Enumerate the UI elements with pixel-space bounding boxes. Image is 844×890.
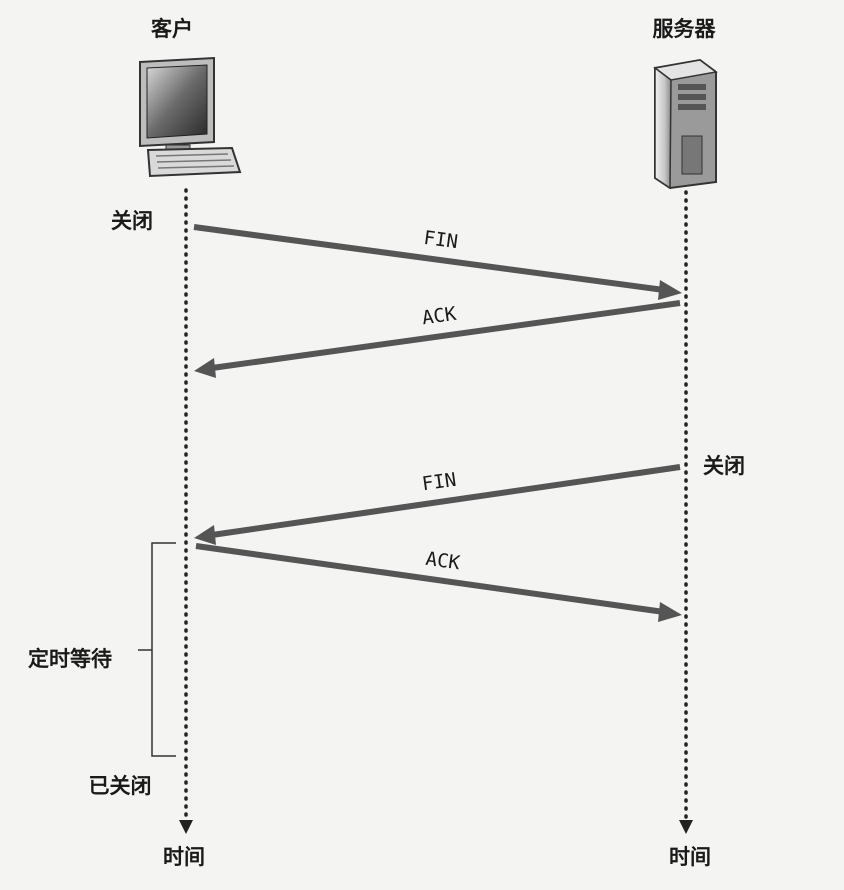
desktop-computer-icon <box>139 56 242 178</box>
client-title: 客户 <box>151 17 193 41</box>
message-fin-1-label: FIN <box>422 227 459 253</box>
timed-wait-bracket <box>138 542 176 757</box>
server-time-arrowhead <box>679 820 693 834</box>
message-ack-2-label: ACK <box>424 548 462 575</box>
client-closed-label: 已关闭 <box>89 774 152 798</box>
server-title: 服务器 <box>653 17 717 41</box>
message-fin-2: FIN <box>194 464 681 545</box>
tower-server-icon <box>653 58 718 190</box>
message-fin-2-label: FIN <box>421 469 458 496</box>
client-time-label: 时间 <box>163 845 205 869</box>
message-fin-1: FIN <box>193 224 682 300</box>
client-close-label: 关闭 <box>111 209 153 233</box>
server-close-label: 关闭 <box>703 454 745 478</box>
message-ack-1: ACK <box>194 300 681 378</box>
message-ack-2: ACK <box>195 543 682 622</box>
client-time-arrowhead <box>179 820 193 834</box>
timed-wait-label: 定时等待 <box>28 647 112 671</box>
server-time-label: 时间 <box>669 845 711 869</box>
message-ack-1-label: ACK <box>421 303 459 330</box>
